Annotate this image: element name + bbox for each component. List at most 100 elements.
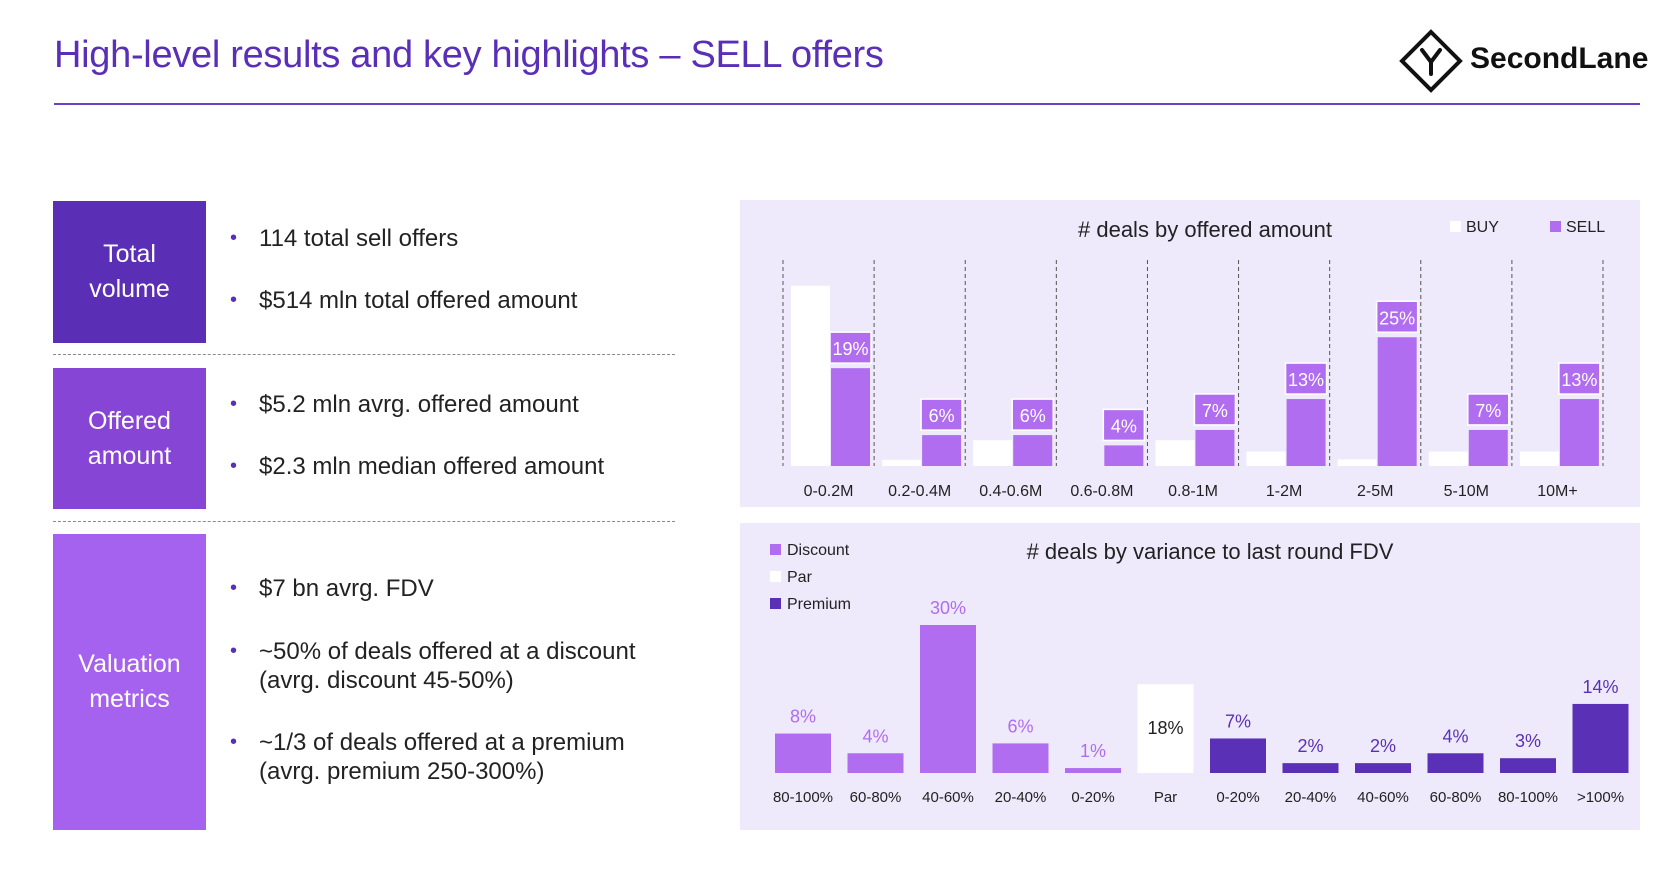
section-offered-amount-box: Offered amount [53, 368, 206, 509]
page-title: High-level results and key highlights – … [54, 34, 884, 76]
bar-sell-1-2M [1286, 399, 1326, 466]
section-valuation-metrics-box: Valuation metrics [53, 534, 206, 830]
bar-buy-2-5M [1337, 459, 1377, 466]
bullet-text: ~1/3 of deals offered at a premium (avrg… [259, 729, 625, 785]
data-label: 2% [1297, 736, 1323, 756]
data-label-box [1558, 362, 1601, 395]
bar-discount-20-40% [992, 743, 1049, 773]
x-tick-label: 10M+ [1537, 483, 1577, 500]
bullet-text: $514 mln total offered amount [259, 287, 578, 314]
chart-offered-amount: # deals by offered amount BUY SELL 19% 0-0.2… [782, 217, 1605, 500]
bullet-text: $5.2 mln avrg. offered amount [259, 391, 579, 418]
bar-buy-0-0.2M [791, 285, 830, 466]
x-tick-label: 60-80% [1430, 789, 1482, 806]
x-tick-label: 0-0.2M [804, 483, 854, 500]
data-label: 1% [1080, 741, 1106, 761]
x-tick-label: >100% [1577, 789, 1624, 806]
bar-discount-40-60% [920, 625, 976, 773]
legend-swatch-par [770, 571, 781, 582]
x-tick-label: Par [1154, 789, 1177, 806]
bar-sell-2-5M [1377, 337, 1417, 466]
section-divider [53, 354, 675, 355]
bar-sell-10M+ [1559, 399, 1599, 466]
data-label-box [1102, 408, 1146, 442]
legend-label-sell: SELL [1566, 219, 1605, 236]
section-total-volume-box: Total volume [53, 201, 206, 343]
data-label: 30% [930, 598, 966, 618]
data-label-box [920, 398, 963, 431]
bullet-text: $2.3 mln median offered amount [259, 453, 605, 480]
data-label-box [1375, 300, 1419, 333]
data-label: 7% [1225, 711, 1251, 731]
bar-premium->100% [1572, 703, 1629, 773]
x-tick-label: 0.6-0.8M [1070, 483, 1133, 500]
bar-buy-0.4-0.6M [973, 440, 1013, 466]
data-label: 25% [1379, 308, 1415, 328]
title-rule [54, 103, 1640, 105]
data-label: 4% [1442, 726, 1468, 746]
section-label: Offered amount [87, 406, 172, 470]
bar-premium-20-40% [1282, 763, 1339, 773]
bar-buy-10M+ [1519, 451, 1559, 466]
chart-title: # deals by variance to last round FDV [1027, 539, 1394, 564]
bar-premium-60-80% [1427, 753, 1484, 773]
bar-premium-40-60% [1355, 763, 1411, 773]
bar-sell-0.8-1M [1195, 429, 1235, 466]
data-label: 14% [1582, 677, 1618, 697]
secondlane-logo-icon [1399, 29, 1463, 93]
data-label: 6% [929, 406, 955, 426]
legend-label-par: Par [787, 569, 813, 586]
x-tick-label: 40-60% [1357, 789, 1409, 806]
x-tick-label: 0.8-1M [1168, 483, 1218, 500]
bar-sell-0.4-0.6M [1013, 435, 1053, 466]
data-label: 13% [1288, 370, 1324, 390]
bar-buy-0.8-1M [1155, 440, 1195, 466]
legend-label-discount: Discount [787, 542, 850, 559]
bar-buy-5-10M [1428, 451, 1468, 466]
data-label: 8% [790, 707, 816, 727]
brand-logo: SecondLane [1398, 28, 1648, 94]
bar-discount-60-80% [847, 753, 904, 773]
x-tick-label: 0-20% [1216, 789, 1259, 806]
bullet-text: ~50% of deals offered at a discount (avr… [259, 638, 636, 694]
data-label: 19% [832, 339, 868, 359]
legend-swatch-buy [1450, 221, 1461, 232]
x-tick-label: 0-20% [1071, 789, 1114, 806]
bar-buy-0.2-0.4M [882, 459, 922, 466]
data-label: 6% [1020, 406, 1046, 426]
data-label: 2% [1370, 736, 1396, 756]
chart-fdv-variance-panel: # deals by variance to last round FDV Dis… [740, 523, 1640, 830]
x-tick-label: 0.2-0.4M [888, 483, 951, 500]
data-label: 7% [1475, 401, 1501, 421]
x-tick-label: 2-5M [1357, 483, 1393, 500]
bar-discount-0-20% [1065, 768, 1121, 773]
section-divider [53, 521, 675, 522]
bar-sell-0-0.2M [831, 368, 870, 466]
data-label: 4% [862, 726, 888, 746]
bar-sell-0.6-0.8M [1104, 445, 1144, 466]
bullet-text: $7 bn avrg. FDV [259, 575, 434, 602]
legend-label-premium: Premium [787, 596, 851, 613]
data-label-box [1284, 362, 1328, 395]
x-tick-label: 0.4-0.6M [979, 483, 1042, 500]
x-tick-label: 80-100% [773, 789, 833, 806]
x-tick-label: 80-100% [1498, 789, 1558, 806]
data-label-box [829, 331, 872, 364]
x-tick-label: 20-40% [1285, 789, 1337, 806]
section-label: Valuation metrics [78, 650, 181, 713]
legend-swatch-sell [1550, 221, 1561, 232]
data-label: 6% [1007, 716, 1033, 736]
chart-title: # deals by offered amount [1078, 217, 1332, 242]
x-tick-label: 5-10M [1444, 483, 1489, 500]
data-label: 4% [1111, 416, 1137, 436]
data-label: 7% [1202, 401, 1228, 421]
bullet-text: 114 total sell offers [259, 225, 459, 252]
section-label: Total volume [89, 240, 170, 303]
data-label: 3% [1515, 731, 1541, 751]
x-tick-label: 1-2M [1266, 483, 1302, 500]
legend-label-buy: BUY [1466, 219, 1499, 236]
bar-premium-80-100% [1500, 758, 1556, 773]
chart-offered-amount-panel: # deals by offered amount BUY SELL 19% 0-0.2… [740, 200, 1640, 507]
bar-discount-80-100% [775, 733, 831, 773]
data-label: 18% [1147, 718, 1183, 738]
